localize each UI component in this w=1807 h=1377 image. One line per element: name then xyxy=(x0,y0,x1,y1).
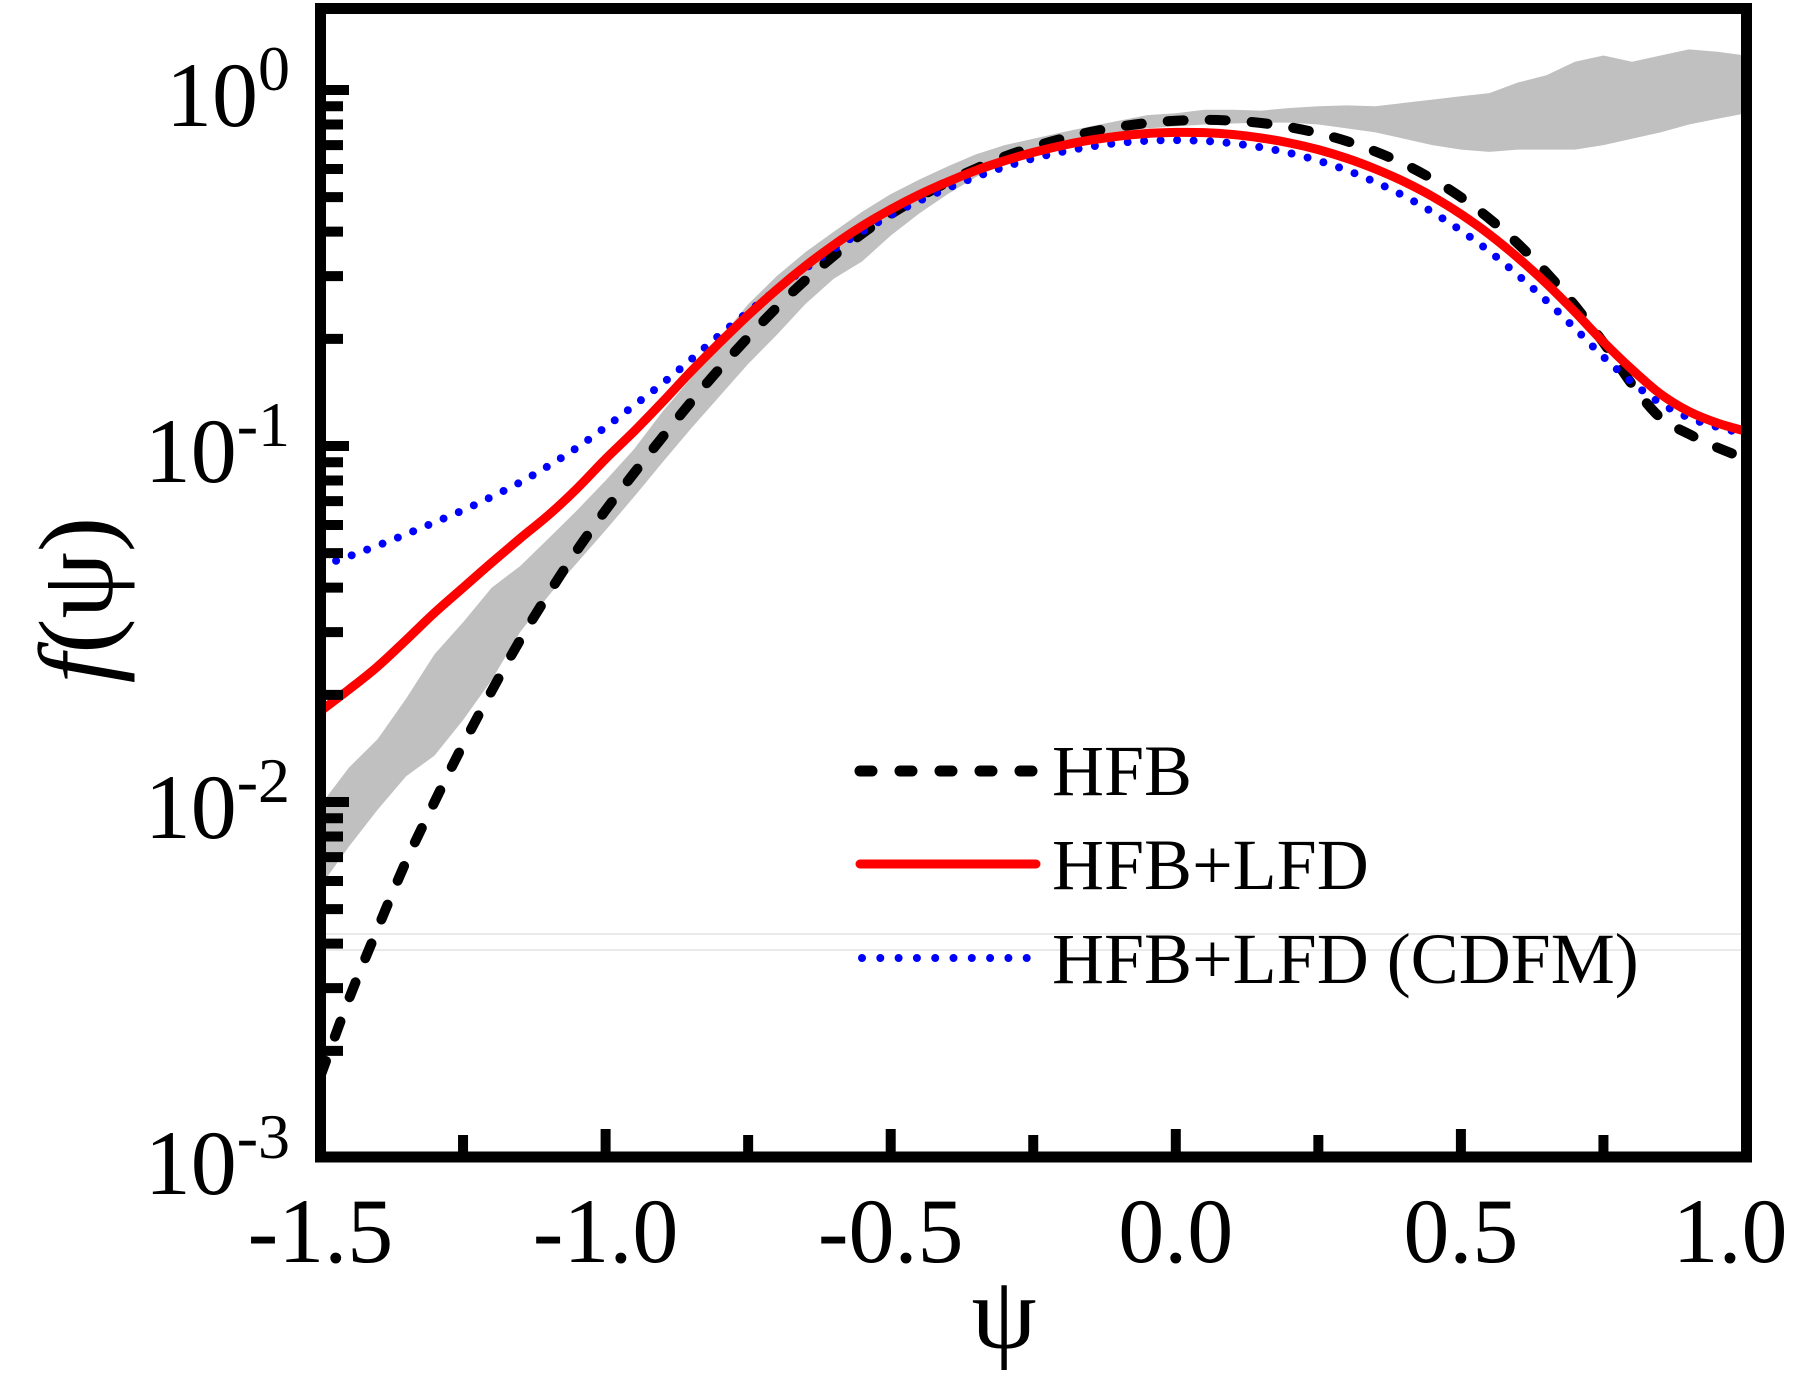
legend-label-hfb-lfd: HFB+LFD xyxy=(1052,825,1369,905)
y-tick-label: 10-1 xyxy=(145,389,290,502)
y-tick-labels: 100 10-1 10-2 10-3 xyxy=(145,33,290,1214)
x-tick-label: 0.0 xyxy=(1118,1180,1233,1282)
y-tick-exponent: -1 xyxy=(237,389,290,460)
legend: HFB HFB+LFD HFB+LFD (CDFM) xyxy=(854,731,1639,999)
y-tick-base: 10 xyxy=(145,756,237,858)
x-tick-labels: -1.5 -1.0 -0.5 0.0 0.5 1.0 xyxy=(248,1180,1788,1282)
legend-label-hfb: HFB xyxy=(1052,731,1192,811)
plot-area xyxy=(326,49,1741,1076)
x-axis-label: ψ xyxy=(971,1256,1036,1371)
data-band xyxy=(326,49,1741,879)
y-tick-label: 10-2 xyxy=(145,745,290,858)
x-tick-label: -1.0 xyxy=(533,1180,679,1282)
y-tick-label: 10-3 xyxy=(145,1101,290,1214)
plot-frame xyxy=(315,3,1752,1163)
x-tick-label: -1.5 xyxy=(248,1180,394,1282)
x-tick-label: -0.5 xyxy=(818,1180,964,1282)
y-tick-base: 10 xyxy=(166,44,258,146)
y-tick-exponent: -3 xyxy=(237,1101,290,1172)
y-tick-base: 10 xyxy=(145,1112,237,1214)
y-tick-exponent: -2 xyxy=(237,745,290,816)
series-line-hfb-lfd xyxy=(326,127,1741,713)
x-tick-label: 0.5 xyxy=(1403,1180,1518,1282)
x-tick-label: 1.0 xyxy=(1673,1180,1788,1282)
legend-label-hfb-lfd-cdfm: HFB+LFD (CDFM) xyxy=(1052,919,1639,999)
y-tick-label: 100 xyxy=(166,33,290,146)
series-layer xyxy=(326,114,1741,1076)
y-tick-exponent: 0 xyxy=(258,33,290,104)
y-axis-label-arg: (ψ) xyxy=(18,517,135,654)
series-line-hfb-lfd-cdfm xyxy=(326,136,1741,569)
y-axis-label: f(ψ) xyxy=(18,517,135,683)
y-tick-base: 10 xyxy=(145,400,237,502)
